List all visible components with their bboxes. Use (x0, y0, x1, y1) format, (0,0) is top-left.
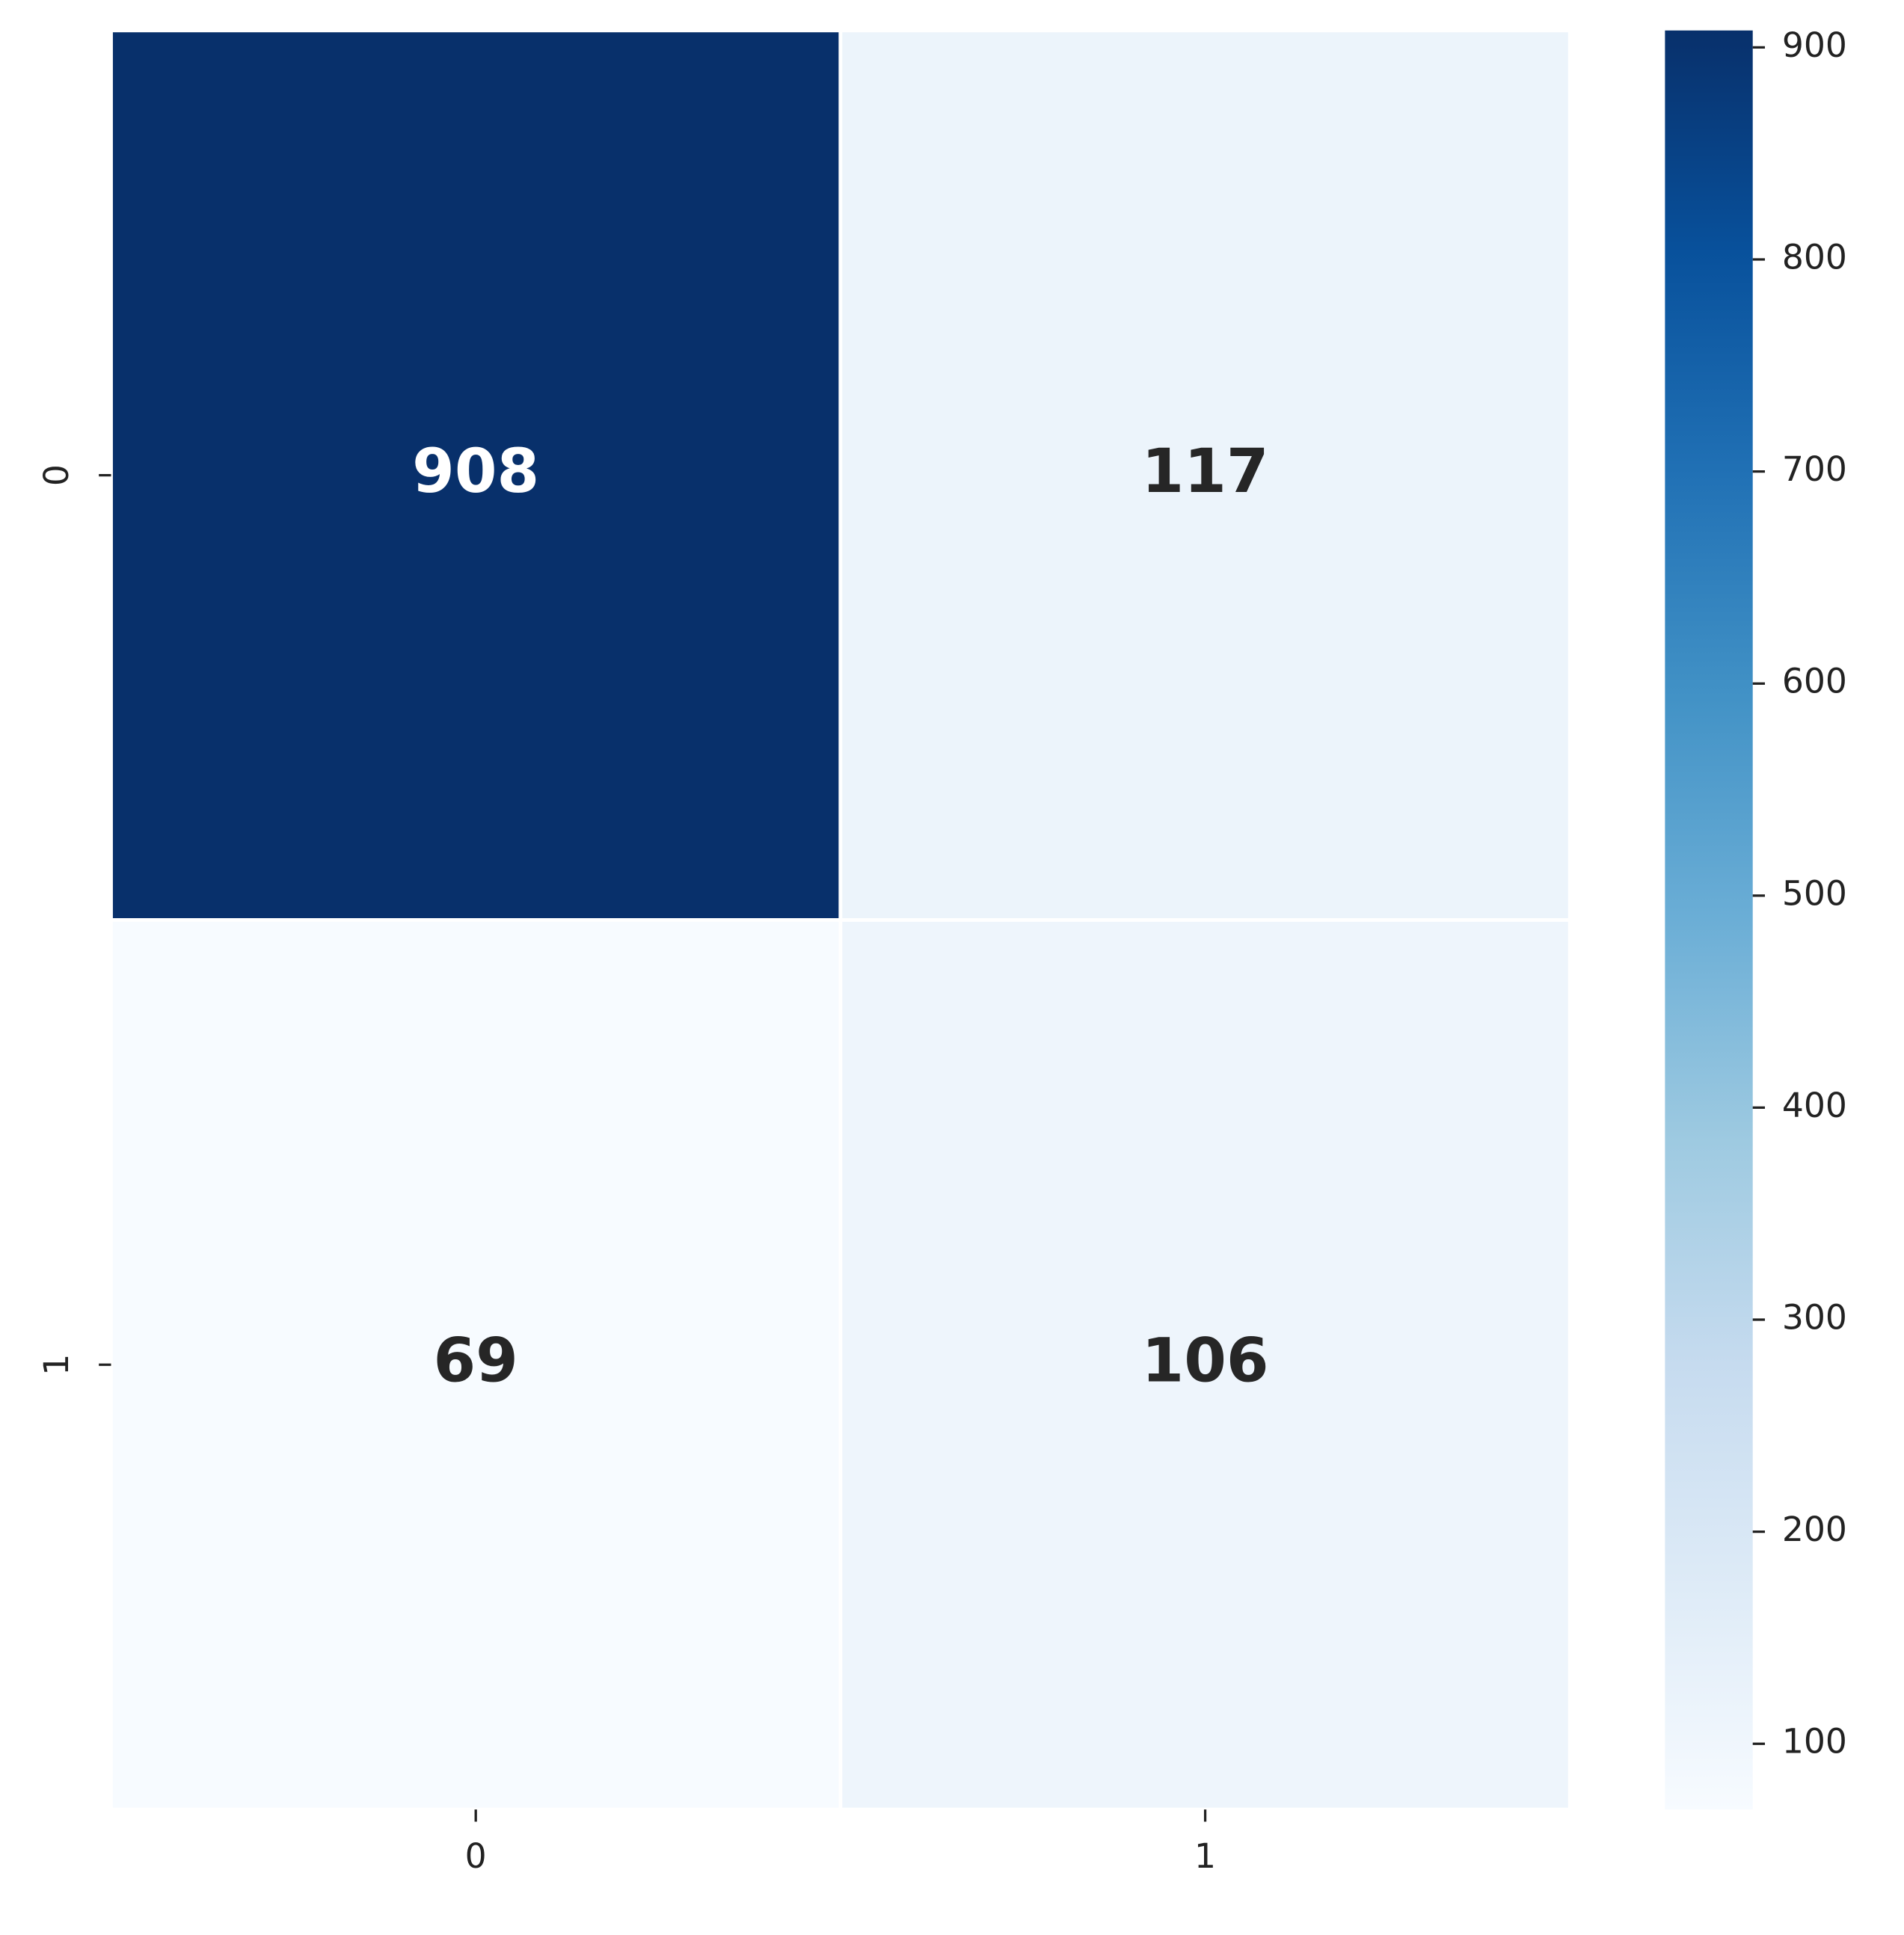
colorbar-tick-label: 300 (1782, 1298, 1847, 1338)
colorbar-tick-label: 600 (1782, 662, 1847, 701)
cell-annotation: 908 (412, 436, 539, 507)
x-tick-label: 0 (465, 1836, 487, 1876)
cell-annotation: 106 (1142, 1326, 1269, 1397)
colorbar-tick-label: 900 (1782, 25, 1847, 65)
y-tick-label: 1 (37, 1354, 76, 1376)
colorbar-tick-label: 100 (1782, 1722, 1847, 1762)
colorbar-tick-label: 800 (1782, 238, 1847, 277)
colorbar-tick-label: 700 (1782, 449, 1847, 489)
heatmap-cell (838, 917, 1572, 1812)
colorbar-tick-label: 200 (1782, 1510, 1847, 1549)
heatmap-cell (109, 28, 843, 922)
colorbar-tick-label: 500 (1782, 873, 1847, 913)
y-tick-label: 0 (37, 464, 76, 486)
colorbar (1665, 30, 1753, 1810)
cell-annotation: 117 (1142, 436, 1269, 507)
cell-annotation: 69 (433, 1326, 518, 1397)
heatmap-cell (109, 917, 843, 1812)
x-tick-label: 1 (1194, 1836, 1216, 1876)
colorbar-tick-label: 400 (1782, 1086, 1847, 1125)
heatmap-cell (838, 28, 1572, 922)
